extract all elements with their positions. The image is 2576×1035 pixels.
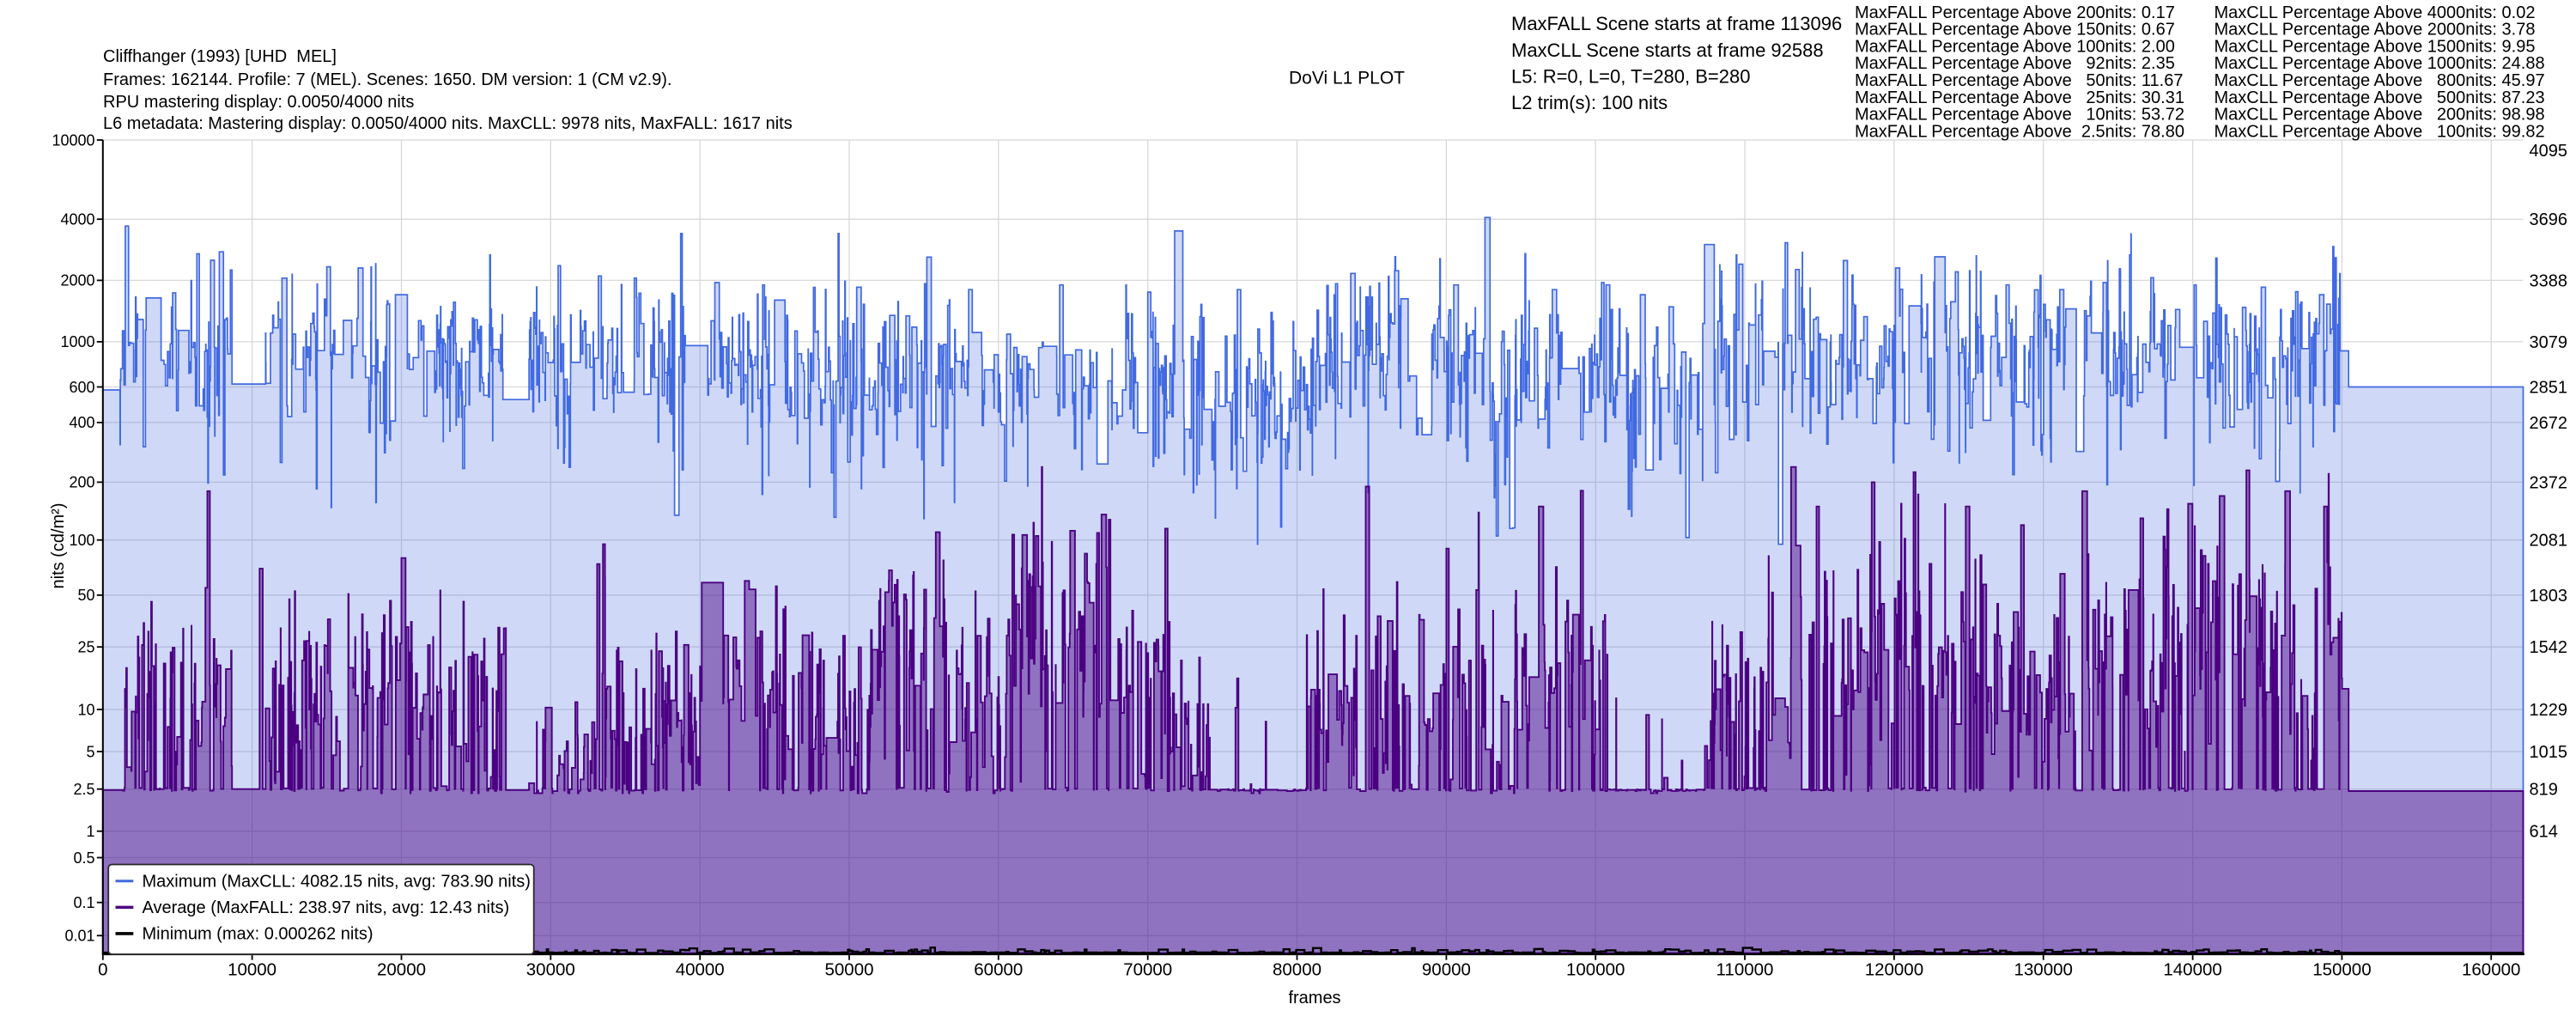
- svg-text:L2 trim(s): 100 nits: L2 trim(s): 100 nits: [1511, 92, 1668, 113]
- svg-text:3079: 3079: [2530, 333, 2568, 352]
- svg-text:MaxFALL Scene starts at frame: MaxFALL Scene starts at frame 113096: [1511, 13, 1842, 34]
- svg-text:614: 614: [2530, 823, 2558, 842]
- svg-text:400: 400: [69, 414, 94, 431]
- svg-text:nits (cd/m²): nits (cd/m²): [49, 503, 68, 589]
- svg-text:L5: R=0, L=0, T=280, B=280: L5: R=0, L=0, T=280, B=280: [1511, 66, 1750, 88]
- svg-text:MaxCLL Percentage Above 500n: MaxCLL Percentage Above 500nits: 87.23: [2215, 88, 2545, 107]
- svg-text:50: 50: [77, 587, 94, 604]
- svg-text:2000: 2000: [60, 272, 94, 289]
- svg-text:MaxFALL Percentage Above 50n: MaxFALL Percentage Above 50nits: 11.67: [1855, 71, 2183, 90]
- svg-text:150000: 150000: [2312, 960, 2371, 980]
- svg-text:5: 5: [86, 743, 94, 760]
- svg-text:MaxCLL Percentage Above 1500ni: MaxCLL Percentage Above 1500nits: 9.95: [2215, 37, 2536, 56]
- svg-text:2.5: 2.5: [73, 781, 94, 798]
- svg-text:600: 600: [69, 379, 94, 396]
- svg-text:Minimum (max: 0.000262 nits): Minimum (max: 0.000262 nits): [143, 925, 374, 944]
- svg-text:1015: 1015: [2530, 743, 2568, 762]
- svg-text:1803: 1803: [2530, 587, 2568, 606]
- svg-text:60000: 60000: [974, 960, 1023, 980]
- svg-text:MaxCLL Percentage Above 800n: MaxCLL Percentage Above 800nits: 45.97: [2215, 71, 2545, 90]
- svg-text:140000: 140000: [2163, 960, 2221, 980]
- svg-text:4095: 4095: [2530, 142, 2568, 161]
- svg-text:4000: 4000: [60, 211, 94, 228]
- svg-text:RPU mastering display: 0.0050/: RPU mastering display: 0.0050/4000 nits: [103, 93, 414, 112]
- svg-text:2372: 2372: [2530, 473, 2568, 492]
- svg-text:100: 100: [69, 532, 94, 549]
- svg-text:MaxCLL Percentage Above 2000ni: MaxCLL Percentage Above 2000nits: 3.78: [2215, 21, 2536, 40]
- svg-text:MaxCLL Scene starts at frame 9: MaxCLL Scene starts at frame 92588: [1511, 40, 1824, 61]
- svg-text:10: 10: [77, 701, 94, 718]
- svg-text:200: 200: [69, 474, 94, 491]
- svg-text:L6 metadata: Mastering display: L6 metadata: Mastering display: 0.0050/4…: [103, 114, 793, 133]
- svg-text:3388: 3388: [2530, 271, 2568, 290]
- svg-text:70000: 70000: [1123, 960, 1172, 980]
- svg-text:3696: 3696: [2530, 210, 2568, 229]
- svg-text:100000: 100000: [1566, 960, 1625, 980]
- svg-text:MaxFALL Percentage Above 10n: MaxFALL Percentage Above 10nits: 53.72: [1855, 106, 2184, 125]
- svg-text:10000: 10000: [52, 131, 94, 149]
- svg-text:Cliffhanger (1993) [UHD MEL]: Cliffhanger (1993) [UHD MEL]: [103, 47, 337, 66]
- svg-text:Maximum (MaxCLL: 4082.15 nits,: Maximum (MaxCLL: 4082.15 nits, avg: 783.…: [143, 873, 531, 892]
- svg-text:MaxCLL Percentage Above 100n: MaxCLL Percentage Above 100nits: 99.82: [2215, 122, 2545, 141]
- svg-text:0.5: 0.5: [73, 849, 94, 867]
- svg-text:1229: 1229: [2530, 701, 2568, 720]
- svg-text:2081: 2081: [2530, 532, 2568, 551]
- svg-text:1: 1: [86, 823, 94, 840]
- svg-text:20000: 20000: [377, 960, 426, 980]
- svg-text:2672: 2672: [2530, 414, 2568, 433]
- svg-text:10000: 10000: [228, 960, 276, 980]
- svg-text:25: 25: [77, 639, 94, 656]
- svg-text:1542: 1542: [2530, 638, 2568, 657]
- svg-text:1000: 1000: [60, 333, 94, 350]
- svg-text:90000: 90000: [1422, 960, 1471, 980]
- svg-text:MaxFALL Percentage Above 25n: MaxFALL Percentage Above 25nits: 30.31: [1855, 88, 2184, 107]
- svg-text:MaxFALL Percentage Above 2.5n: MaxFALL Percentage Above 2.5nits: 78.80: [1855, 122, 2184, 141]
- svg-text:MaxCLL Percentage Above 4000ni: MaxCLL Percentage Above 4000nits: 0.02: [2215, 3, 2536, 22]
- svg-text:Frames: 162144. Profile: 7 (ME: Frames: 162144. Profile: 7 (MEL). Scenes…: [103, 70, 671, 89]
- svg-text:50000: 50000: [824, 960, 873, 980]
- svg-text:MaxCLL Percentage Above 1000ni: MaxCLL Percentage Above 1000nits: 24.88: [2215, 54, 2545, 73]
- svg-text:DoVi L1 PLOT: DoVi L1 PLOT: [1289, 69, 1405, 88]
- svg-text:0: 0: [98, 960, 107, 980]
- svg-text:MaxCLL Percentage Above 200n: MaxCLL Percentage Above 200nits: 98.98: [2215, 106, 2545, 125]
- svg-text:Average (MaxFALL: 238.97 nits,: Average (MaxFALL: 238.97 nits, avg: 12.4…: [143, 898, 510, 917]
- svg-text:MaxFALL Percentage Above 92n: MaxFALL Percentage Above 92nits: 2.35: [1855, 54, 2175, 73]
- svg-text:40000: 40000: [676, 960, 725, 980]
- svg-text:frames: frames: [1288, 989, 1340, 1008]
- svg-text:MaxFALL Percentage Above 150ni: MaxFALL Percentage Above 150nits: 0.67: [1855, 21, 2175, 40]
- svg-text:120000: 120000: [1865, 960, 1923, 980]
- svg-text:80000: 80000: [1273, 960, 1321, 980]
- svg-text:2851: 2851: [2530, 379, 2568, 398]
- svg-text:30000: 30000: [526, 960, 575, 980]
- svg-text:MaxFALL Percentage Above 100ni: MaxFALL Percentage Above 100nits: 2.00: [1855, 37, 2175, 56]
- svg-text:819: 819: [2530, 781, 2558, 800]
- svg-text:0.1: 0.1: [73, 894, 94, 911]
- svg-text:130000: 130000: [2014, 960, 2072, 980]
- svg-text:MaxFALL Percentage Above 200ni: MaxFALL Percentage Above 200nits: 0.17: [1855, 3, 2175, 22]
- svg-text:110000: 110000: [1716, 960, 1774, 980]
- svg-text:160000: 160000: [2462, 960, 2520, 980]
- svg-text:0.01: 0.01: [64, 928, 94, 945]
